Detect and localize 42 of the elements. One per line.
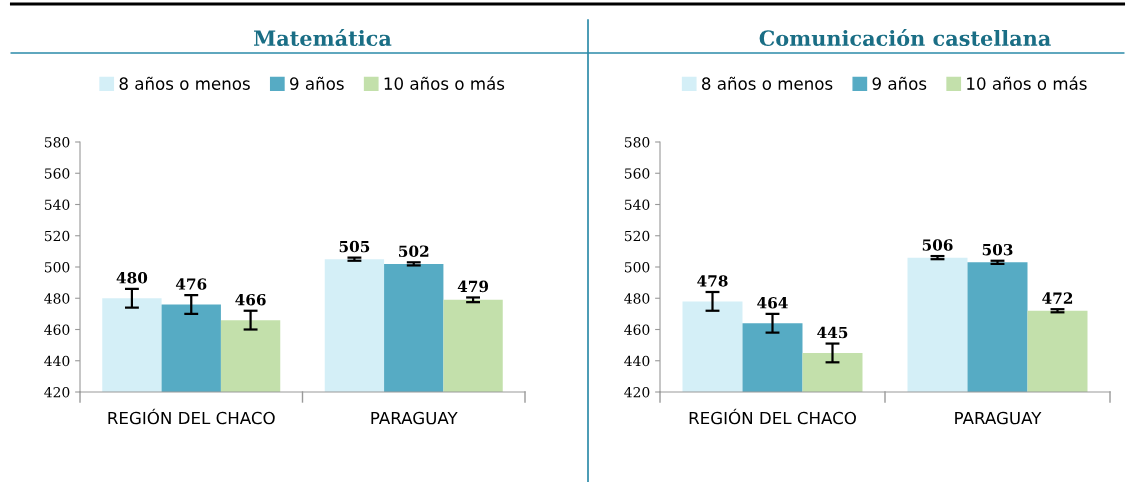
x-tick-label: REGIÓN DEL CHACO (108, 408, 275, 425)
data-label: 502 (399, 245, 429, 258)
x-tick-label: PARAGUAY (955, 411, 1042, 425)
data-label: 506 (922, 239, 953, 251)
x-tick-label: PARAGUAY (371, 411, 458, 425)
legend-label: 8 años o menos (702, 76, 833, 90)
data-label: 505 (339, 240, 370, 253)
y-tick-label: 480 (624, 293, 650, 304)
y-tick-label: 500 (624, 261, 650, 273)
legend-label: 9 años (290, 76, 344, 90)
y-tick-label: 420 (44, 386, 70, 398)
legend-label: 10 años o más (967, 76, 1087, 90)
chart-title: Comunicación castellana (759, 29, 1051, 47)
y-tick-label: 460 (44, 324, 70, 335)
y-tick-label: 420 (624, 386, 650, 398)
legend-label: 8 años o menos (119, 76, 250, 90)
data-label: 464 (757, 297, 788, 309)
data-label: 479 (457, 280, 489, 293)
data-label: 445 (817, 326, 848, 339)
x-tick-label: REGIÓN DEL CHACO (689, 408, 856, 425)
y-tick-label: 560 (44, 168, 70, 179)
y-tick-label: 440 (44, 355, 70, 367)
data-label: 466 (235, 293, 266, 306)
y-tick-label: 580 (44, 136, 70, 148)
y-tick-label: 500 (44, 261, 70, 273)
y-tick-label: 560 (624, 168, 650, 179)
y-tick-label: 460 (624, 324, 650, 335)
legend-label: 9 años (872, 76, 927, 90)
y-tick-label: 520 (624, 230, 650, 242)
y-tick-label: 520 (44, 230, 70, 242)
y-tick-label: 480 (44, 293, 70, 304)
legend-label: 10 años o más (384, 76, 505, 90)
y-tick-label: 440 (624, 355, 650, 367)
chart-title: Matemática (254, 29, 392, 47)
data-label: 480 (116, 272, 148, 284)
y-tick-label: 580 (624, 136, 650, 148)
y-tick-label: 540 (44, 199, 70, 210)
data-label: 476 (175, 278, 207, 290)
data-label: 503 (982, 243, 1013, 256)
y-tick-label: 540 (624, 199, 650, 210)
data-label: 472 (1042, 292, 1073, 304)
data-label: 478 (697, 275, 728, 287)
